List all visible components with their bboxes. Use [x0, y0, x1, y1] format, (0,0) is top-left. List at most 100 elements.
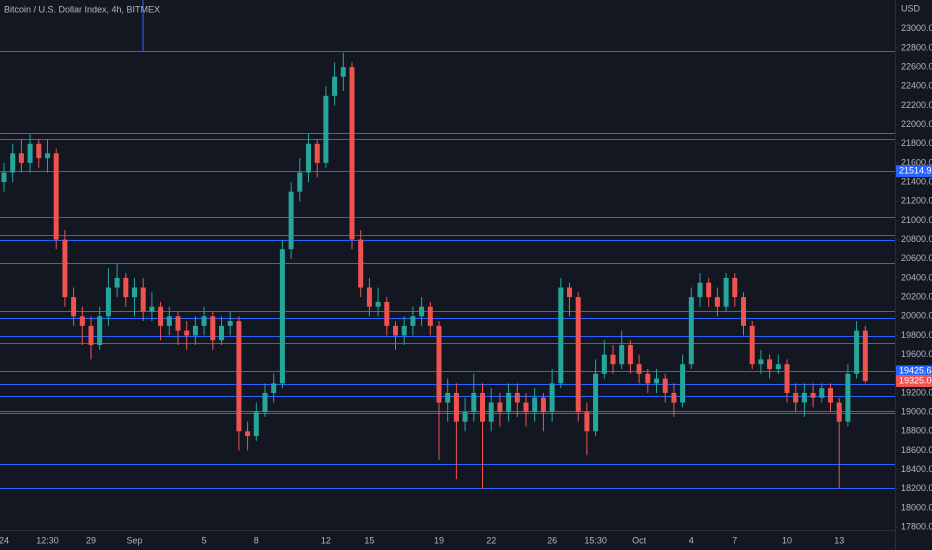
candle-body	[845, 373, 851, 422]
candle-body	[192, 325, 198, 336]
candle-body	[149, 306, 155, 312]
candle-body	[306, 143, 311, 173]
currency-label: USD	[901, 3, 921, 13]
candle-body	[801, 392, 807, 403]
candle-body	[732, 277, 738, 298]
candle-body	[427, 306, 433, 326]
candle-body	[523, 402, 529, 413]
chart-title: Bitcoin / U.S. Dollar Index, 4h, BITMEX	[4, 4, 160, 14]
candle-body	[314, 143, 320, 163]
x-tick-label: 22	[486, 535, 496, 545]
candle-body	[488, 402, 494, 422]
candle-body	[593, 373, 599, 432]
y-tick-label: 18800.00	[901, 426, 932, 436]
candle-body	[714, 297, 720, 307]
candle-body	[227, 321, 233, 326]
y-tick-label: 18000.00	[901, 502, 932, 512]
candle-body	[723, 277, 729, 307]
x-tick-label: 29	[86, 535, 96, 545]
candle-body	[245, 431, 251, 437]
candle-body	[506, 392, 512, 413]
price-tag	[896, 374, 932, 387]
candle-body	[166, 316, 172, 326]
candle-body	[549, 383, 555, 413]
y-tick-label: 20200.00	[901, 291, 932, 301]
candle-body	[366, 287, 372, 307]
candle-body	[688, 297, 694, 365]
candle-body	[671, 392, 677, 403]
candle-body	[836, 402, 842, 422]
candle-body	[279, 249, 285, 384]
candle-body	[610, 354, 616, 365]
y-tick-label: 21600.00	[901, 157, 932, 167]
candle-body	[114, 277, 120, 288]
x-tick-label: 15:30	[584, 535, 607, 545]
candle-body	[775, 364, 781, 369]
x-tick-label: Sep	[126, 535, 142, 545]
candle-body	[645, 373, 651, 384]
candle-body	[158, 306, 164, 326]
candle-body	[567, 287, 572, 298]
candle-body	[271, 383, 277, 393]
y-tick-label: 21400.00	[901, 176, 932, 186]
candle-body	[140, 287, 146, 312]
y-tick-label: 22000.00	[901, 119, 932, 129]
candle-body	[584, 412, 590, 432]
y-tick-label: 21200.00	[901, 196, 932, 206]
candle-body	[453, 392, 459, 422]
candle-body	[175, 316, 181, 331]
candle-body	[358, 239, 364, 288]
candle-body	[297, 172, 303, 192]
y-tick-label: 21800.00	[901, 138, 932, 148]
candle-body	[262, 392, 268, 413]
candle-body	[27, 143, 33, 163]
candle-body	[79, 316, 85, 326]
y-tick-label: 19000.00	[901, 406, 932, 416]
candle-body	[340, 67, 346, 77]
x-tick-label: 19	[434, 535, 444, 545]
candle-body	[384, 301, 390, 326]
candle-body	[393, 325, 398, 336]
candle-body	[810, 392, 816, 398]
candle-body	[471, 392, 477, 413]
candle-body	[819, 388, 825, 398]
candle-body	[662, 378, 668, 393]
candle-body	[462, 412, 468, 422]
candle-body	[575, 297, 581, 413]
price-tag-label: 19325.00	[899, 375, 932, 385]
y-tick-label: 20600.00	[901, 253, 932, 263]
candle-body	[784, 364, 790, 393]
candle-body	[219, 325, 224, 341]
x-tick-label: 5	[202, 535, 207, 545]
y-tick-label: 20800.00	[901, 234, 932, 244]
candle-body	[758, 359, 764, 365]
candle-body	[401, 325, 407, 336]
candle-body	[741, 297, 746, 326]
y-tick-label: 18400.00	[901, 464, 932, 474]
candle-body	[793, 392, 799, 403]
candle-body	[288, 191, 294, 250]
price-tag	[896, 365, 932, 378]
x-tick-label: 7	[732, 535, 737, 545]
x-tick-label: 15	[364, 535, 374, 545]
y-tick-label: 22600.00	[901, 61, 932, 71]
candle-body	[201, 316, 207, 326]
candle-body	[854, 330, 860, 374]
y-tick-label: 18200.00	[901, 483, 932, 493]
candle-body	[375, 301, 381, 307]
y-tick-label: 22200.00	[901, 100, 932, 110]
candle-body	[53, 153, 59, 240]
candle-body	[184, 330, 190, 336]
x-tick-label: 10	[782, 535, 792, 545]
x-tick-label: Oct	[632, 535, 647, 545]
candle-body	[10, 153, 16, 173]
candle-body	[18, 153, 24, 163]
y-tick-label: 18600.00	[901, 445, 932, 455]
x-tick-label: 8	[254, 535, 259, 545]
candle-body	[706, 282, 712, 298]
candle-body	[436, 325, 442, 403]
candle-body	[532, 397, 538, 413]
y-tick-label: 20400.00	[901, 272, 932, 282]
candle-body	[828, 388, 833, 403]
